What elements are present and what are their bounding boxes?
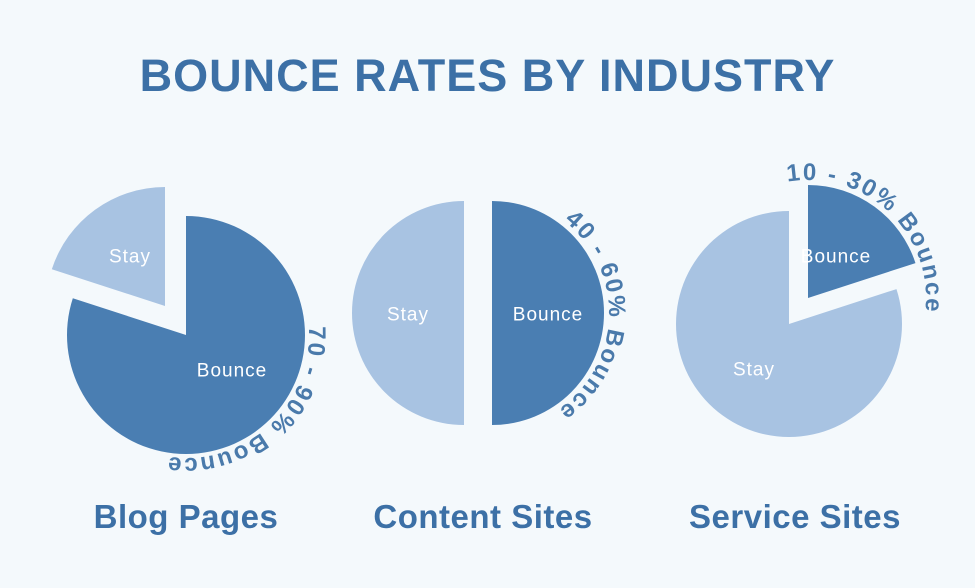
slice-label-stay: Stay xyxy=(109,247,151,268)
chart-label-service-sites: Service Sites xyxy=(689,498,901,535)
slice-stay xyxy=(352,201,464,425)
slice-label-bounce: Bounce xyxy=(513,305,583,326)
slice-stay xyxy=(51,186,165,306)
chart-label-blog-pages: Blog Pages xyxy=(93,498,279,535)
slice-label-bounce: Bounce xyxy=(801,247,871,268)
slice-label-bounce: Bounce xyxy=(197,361,267,382)
slice-bounce xyxy=(492,201,604,425)
page-title: BOUNCE RATES BY INDUSTRY xyxy=(139,50,836,101)
chart-label-content-sites: Content Sites xyxy=(373,498,593,535)
slice-stay xyxy=(676,211,903,437)
slice-bounce xyxy=(66,216,305,455)
slice-bounce xyxy=(808,185,916,298)
slice-label-stay: Stay xyxy=(733,360,775,381)
slice-label-stay: Stay xyxy=(387,305,429,326)
